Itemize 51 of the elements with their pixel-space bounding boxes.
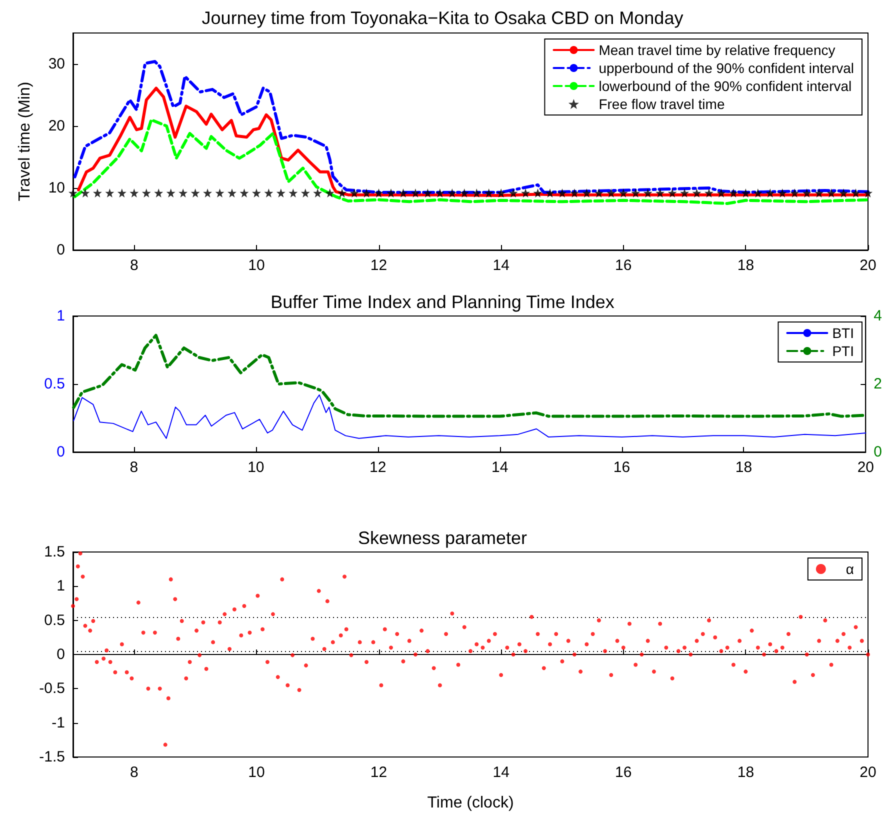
y-tick-label: 10: [48, 180, 65, 196]
x-tick-label: 8: [130, 459, 138, 476]
x-tick-label: 10: [248, 764, 265, 781]
x-tick-label: 20: [860, 257, 876, 274]
y-tick-label: 0: [56, 444, 65, 460]
x-tick-label: 8: [130, 764, 138, 781]
y2-tick-label: 2: [874, 376, 882, 392]
x-tick-label: 20: [860, 764, 876, 781]
y-tick-label: 1.5: [44, 544, 65, 560]
y-tick-label: -1: [52, 714, 65, 732]
x-tick-label: 14: [492, 257, 510, 274]
x-tick-label: 12: [370, 459, 386, 476]
y-tick-label: 20: [48, 118, 65, 134]
legend-label: α: [846, 561, 854, 577]
y-tick-label: 0.5: [44, 376, 65, 392]
y-tick-label: 0: [56, 242, 65, 258]
x-tick-label: 20: [857, 459, 874, 476]
y-tick-label: -0.5: [39, 680, 65, 698]
x-tick-label: 10: [248, 257, 265, 274]
y-tick-label: 1: [56, 578, 65, 595]
x-tick-label: 14: [491, 459, 508, 476]
x-tick-label: 14: [492, 764, 510, 781]
y-axis-title: Travel time (Min): [16, 82, 34, 202]
legend-label: PTI: [832, 343, 854, 359]
x-tick-label: 16: [615, 257, 632, 274]
x-tick-label: 16: [613, 459, 630, 476]
x-tick-label: 8: [130, 257, 138, 274]
legend-label: Mean travel time by relative frequency: [598, 42, 836, 58]
legend-label: upperbound of the 90% confident interval: [598, 60, 854, 76]
y-tick-label: 30: [48, 56, 65, 72]
chart-title: Journey time from Toyonaka−Kita to Osaka CBD on Monday: [202, 8, 684, 28]
y2-tick-label: 0: [874, 444, 882, 460]
line-series: [73, 394, 866, 439]
y-tick-label: -1.5: [39, 748, 65, 766]
x-tick-label: 12: [370, 764, 388, 781]
y-tick-label: 0: [56, 646, 65, 663]
x-tick-label: 16: [615, 764, 632, 781]
chart-title: Skewness parameter: [358, 528, 528, 548]
legend-label: BTI: [832, 325, 854, 341]
legend-label: lowerbound of the 90% confident interval: [598, 78, 852, 94]
chart-title: Buffer Time Index and Planning Time Index: [270, 292, 614, 312]
x-tick-label: 10: [248, 459, 264, 476]
x-tick-label: 12: [370, 257, 388, 274]
y-tick-label: 0.5: [44, 612, 65, 629]
x-tick-label: 18: [735, 459, 752, 476]
x-tick-label: 18: [737, 764, 754, 781]
y2-tick-label: 4: [874, 308, 882, 324]
x-tick-label: 18: [737, 257, 754, 274]
x-axis-title: Time (clock): [427, 794, 514, 812]
y-tick-label: 1: [56, 308, 65, 324]
legend-label: Free flow travel time: [598, 96, 725, 112]
